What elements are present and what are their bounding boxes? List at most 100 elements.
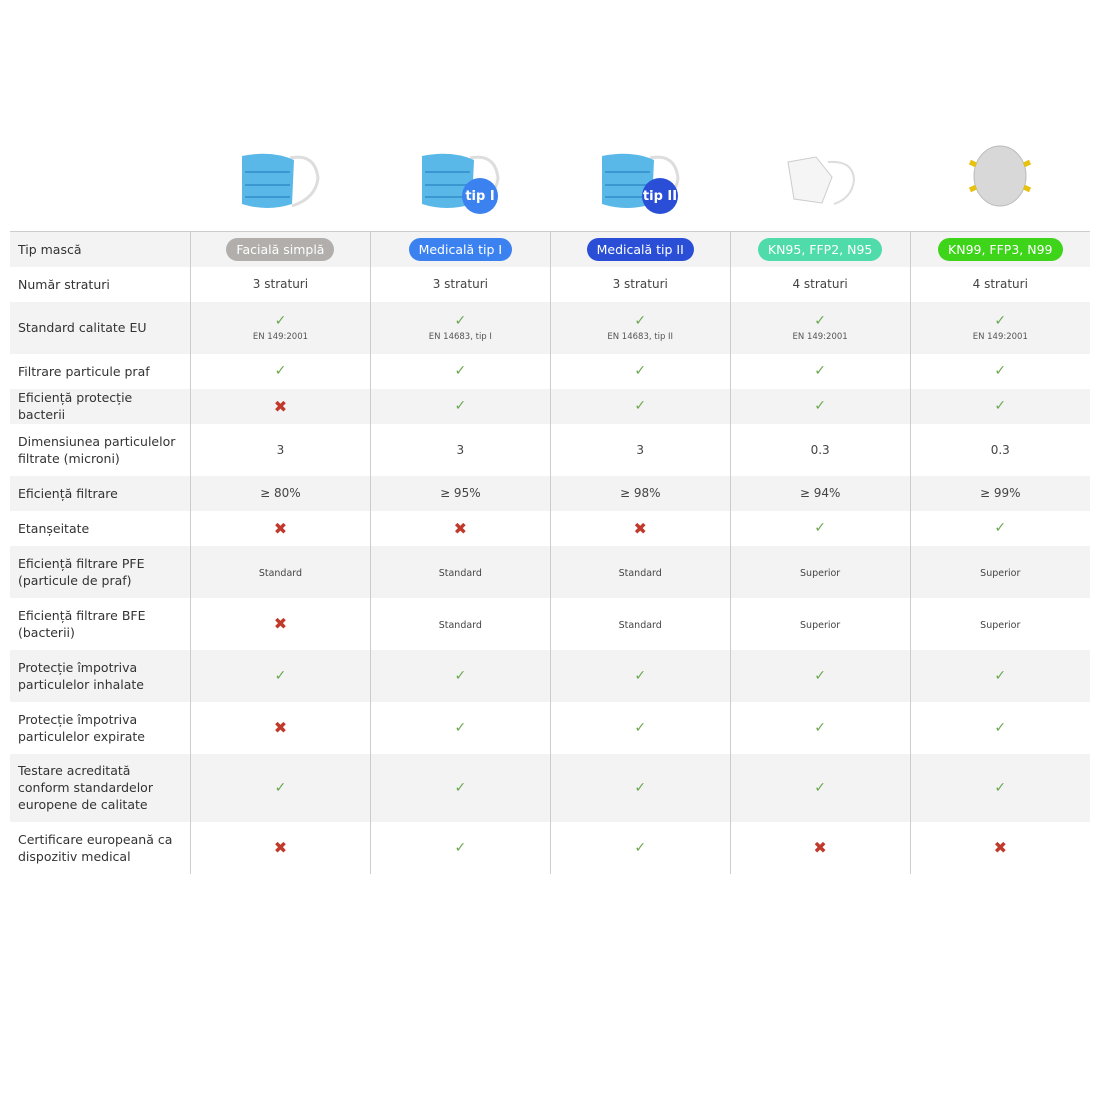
cell-value: ≥ 94% (799, 486, 841, 500)
cell-value: Superior (980, 567, 1021, 579)
cell-value: 3 (276, 442, 285, 457)
row-label: Standard calitate EU (10, 301, 191, 354)
cross-icon: ✖ (993, 838, 1007, 857)
check-icon: ✓ (274, 363, 287, 379)
table-cell: ✓ (549, 821, 731, 874)
check-icon: ✓ (274, 667, 287, 684)
table-row: Filtrare particule praf ✓ ✓ ✓ ✓ ✓ (10, 353, 1090, 389)
check-icon: ✓ (994, 667, 1007, 684)
mask-type-cell: Medicală tip II (549, 231, 731, 267)
check-icon: ✓ (634, 719, 647, 736)
check-icon: ✓ (814, 398, 826, 414)
cross-icon: ✖ (453, 518, 468, 538)
table-cell: ✓ EN 149:2001 (729, 301, 911, 354)
table-cell: ✖ (369, 510, 551, 546)
table-row: Tip mască Facială simplă Medicală tip I Me… (10, 231, 1090, 267)
check-icon: ✓ (454, 719, 467, 736)
cell-value: Standard (618, 619, 662, 631)
check-icon: ✓ (274, 779, 287, 796)
mask-type-cell: KN95, FFP2, N95 (729, 231, 911, 267)
row-label: Număr straturi (18, 276, 110, 292)
table-cell: ✖ (909, 821, 1090, 874)
table-cell: ✓ (549, 649, 731, 702)
table-row: Eficiență filtrare PFE (particule de pra… (10, 545, 1090, 598)
table-cell: ✓ (909, 753, 1090, 822)
table-cell: ✓ (729, 753, 911, 822)
check-icon: ✓ (814, 667, 826, 684)
cross-icon: ✖ (273, 718, 288, 737)
table-cell: Standard (369, 597, 551, 650)
cell-value: Standard (438, 619, 482, 631)
table-cell: Superior (729, 545, 911, 598)
cross-icon: ✖ (273, 838, 288, 857)
table-cell: ≥ 80% (190, 475, 371, 511)
row-label: Eficiență protecție bacterii (10, 388, 191, 424)
table-row: Eficiență filtrare BFE (bacterii) ✖ Standa… (10, 597, 1090, 650)
table-cell: ✓ (729, 510, 911, 546)
row-label: Dimensiunea particulelor filtrate (micro… (18, 433, 176, 466)
table-cell: Standard (549, 545, 731, 598)
row-label: Tip mască (10, 231, 191, 267)
cross-icon: ✖ (273, 518, 288, 538)
table-cell: ✓ (729, 649, 911, 702)
table-row: Eficiență filtrare ≥ 80% ≥ 95% ≥ 98% ≥ 94% ≥ … (10, 475, 1090, 511)
table-cell: 4 straturi (729, 266, 911, 302)
cell-value: 4 straturi (972, 277, 1028, 291)
table-cell: ✓ EN 14683, tip I (369, 301, 551, 354)
row-label: Eficiență filtrare BFE (bacterii) (18, 607, 146, 640)
mask-images: tip I tip II (190, 140, 1090, 220)
table-cell: ✖ (190, 701, 371, 754)
table-cell: ✓ (549, 753, 731, 822)
standard-label: EN 14683, tip II (607, 332, 674, 342)
cell-value: Superior (800, 567, 841, 579)
table-cell: ✓ EN 149:2001 (909, 301, 1090, 354)
table-cell: Superior (729, 597, 911, 650)
type-badge: tip I (462, 178, 498, 214)
row-label: Filtrare particule praf (18, 363, 150, 379)
check-icon: ✓ (634, 313, 647, 329)
row-label: Eficiență filtrare PFE (particule de pra… (10, 545, 191, 598)
table-cell: 3 (549, 423, 731, 476)
check-icon: ✓ (994, 719, 1007, 736)
row-label: Protecție împotriva particulelor expirat… (18, 711, 145, 744)
table-row: Protecție împotriva particulelor inhalat… (10, 649, 1090, 702)
table-row: Etanșeitate ✖ ✖ ✖ ✓ ✓ (10, 510, 1090, 546)
cell-value: Standard (258, 567, 303, 579)
table-cell: ≥ 94% (729, 475, 911, 511)
row-label: Certificare europeană ca dispozitiv medi… (18, 831, 173, 864)
table-cell: ✓ (909, 649, 1090, 702)
table-cell: ✓ (549, 353, 731, 389)
cell-value: 3 (636, 442, 645, 457)
cross-icon: ✖ (273, 614, 288, 633)
check-icon: ✓ (814, 313, 826, 329)
check-icon: ✓ (454, 779, 467, 796)
table-cell: ✖ (190, 388, 371, 424)
standard-label: EN 14683, tip I (428, 332, 492, 342)
cell-value: Standard (438, 567, 482, 579)
table-cell: ✓ (549, 388, 731, 424)
table-cell: ≥ 99% (909, 475, 1090, 511)
table-row: Standard calitate EU ✓ EN 149:2001 ✓ EN 1468… (10, 301, 1090, 354)
check-icon: ✓ (994, 363, 1007, 379)
row-label: Etanșeitate (18, 520, 90, 536)
mask-image-respirator-mask (910, 140, 1090, 220)
table-cell: ✓ (190, 649, 371, 702)
table-cell: ✖ (190, 510, 371, 546)
table-cell: ✖ (729, 821, 911, 874)
check-icon: ✓ (454, 398, 467, 414)
mask-type-pill: Medicală tip I (408, 237, 513, 261)
table-row: Certificare europeană ca dispozitiv medi… (10, 821, 1090, 874)
cell-value: 0.3 (810, 442, 830, 457)
table-cell: 3 straturi (369, 266, 551, 302)
mask-type-pill: KN99, FFP3, N99 (938, 237, 1063, 261)
mask-type-cell: KN99, FFP3, N99 (909, 231, 1090, 267)
table-row: Număr straturi 3 straturi 3 straturi 3 stra… (10, 266, 1090, 302)
mask-type-pill: Facială simplă (226, 237, 335, 261)
table-cell: 3 straturi (549, 266, 731, 302)
table-cell: ✓ (369, 701, 551, 754)
cross-icon: ✖ (273, 396, 288, 416)
row-label: Testare acreditată conform standardelor … (10, 753, 191, 822)
cell-value: Superior (800, 619, 841, 631)
table-cell: Superior (909, 597, 1090, 650)
table-row: Eficiență protecție bacterii ✖ ✓ ✓ ✓ ✓ (10, 388, 1090, 424)
